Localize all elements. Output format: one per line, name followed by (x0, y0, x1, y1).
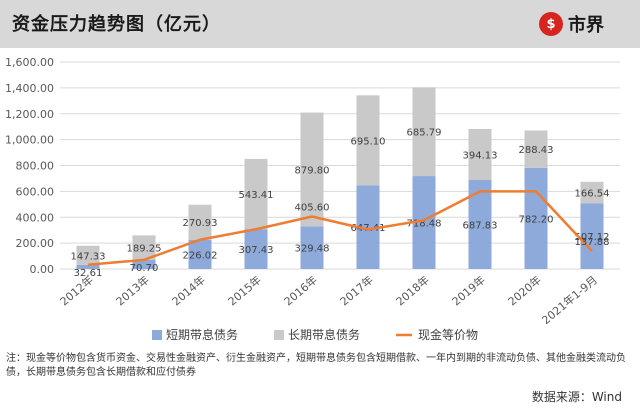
x-tick-label: 2021年1-9月 (539, 273, 600, 327)
legend-label: 现金等价物 (418, 327, 478, 342)
line-cash-equivalents (87, 190, 593, 267)
bar-long-term-debt (76, 245, 100, 265)
bar-short-value-label: 32.61 (74, 268, 103, 279)
bar-long-value-label: 270.93 (183, 218, 218, 229)
bar-short-term-debt (244, 229, 268, 269)
y-tick-label: 1,000.00 (5, 134, 54, 147)
logo-mark-icon: $ (539, 12, 563, 36)
bar-short-value-label: 782.20 (519, 214, 554, 225)
footnote: 注：现金等价物包含货币资金、交易性金融资产、衍生金融资产，短期带息债务包含短期借… (6, 353, 626, 378)
bar-short-value-label: 687.83 (463, 221, 498, 232)
x-tick-label: 2015年 (225, 273, 264, 309)
bar-long-value-label: 879.80 (295, 165, 330, 176)
x-tick-label: 2019年 (449, 273, 488, 309)
bar-short-value-label: 329.48 (295, 244, 330, 255)
x-tick-label: 2020年 (505, 273, 544, 309)
bar-long-term-debt (468, 129, 492, 181)
x-tick-label: 2017年 (337, 273, 376, 309)
x-tick-label: 2016年 (281, 273, 320, 309)
bar-long-value-label: 394.13 (463, 151, 498, 162)
bar-short-term-debt (356, 185, 380, 269)
y-tick-label: 600.00 (16, 185, 55, 198)
x-tick-label: 2018年 (393, 273, 432, 309)
chart-title: 资金压力趋势图（亿元） (12, 14, 221, 35)
y-tick-label: 0.00 (30, 263, 55, 276)
legend-swatch (152, 330, 162, 340)
bar-short-term-debt (524, 167, 548, 269)
line-value-label: 405.60 (295, 203, 330, 214)
bar-short-term-debt (188, 239, 212, 269)
bar-long-term-debt (132, 235, 156, 260)
bar-short-term-debt (412, 176, 436, 269)
bar-long-term-debt (580, 181, 604, 204)
bar-long-term-debt (244, 158, 268, 230)
bar-short-term-debt (300, 226, 324, 269)
y-tick-label: 1,200.00 (5, 108, 54, 121)
bar-short-value-label: 307.43 (239, 245, 274, 256)
bar-short-term-debt (132, 259, 156, 269)
x-tick-label: 2013年 (113, 273, 152, 309)
y-tick-label: 200.00 (16, 237, 55, 250)
legend-label: 长期带息债务 (288, 327, 360, 342)
y-tick-label: 1,400.00 (5, 82, 54, 95)
line-value-label: 137.88 (575, 237, 610, 248)
bar-short-value-label: 718.48 (407, 219, 442, 230)
legend-swatch (274, 330, 284, 340)
bar-short-term-debt (76, 264, 100, 269)
bar-long-term-debt (412, 87, 436, 177)
header-bar: 资金压力趋势图（亿元） $ 市界 (0, 0, 640, 48)
y-tick-label: 800.00 (16, 160, 55, 173)
bar-long-term-debt (300, 112, 324, 227)
logo-text: 市界 (568, 15, 604, 36)
bar-short-value-label: 507.12 (575, 232, 610, 243)
bar-short-value-label: 70.70 (130, 263, 159, 274)
bar-long-value-label: 166.54 (575, 189, 610, 200)
chart-area: 0.00 200.00 400.00 600.00 800.00 1,000.00 1,20… (0, 48, 640, 351)
x-tick-label: 2014年 (169, 273, 208, 309)
chart-svg: 0.00 200.00 400.00 600.00 800.00 1,000.00 1,20… (5, 56, 620, 342)
bar-long-value-label: 685.79 (407, 128, 442, 139)
bar-short-term-debt (580, 203, 604, 269)
brand-logo: $ 市界 (539, 11, 604, 37)
bar-long-value-label: 147.33 (71, 251, 106, 262)
bar-long-value-label: 288.43 (519, 145, 554, 156)
legend-label: 短期带息债务 (166, 327, 238, 342)
bar-long-value-label: 189.25 (127, 244, 162, 255)
bar-short-term-debt (468, 180, 492, 269)
bar-long-value-label: 543.41 (239, 190, 274, 201)
bar-long-term-debt (356, 95, 380, 186)
y-tick-label: 400.00 (16, 211, 55, 224)
bar-long-term-debt (188, 204, 212, 240)
bar-long-value-label: 695.10 (351, 136, 386, 147)
y-tick-label: 1,600.00 (5, 56, 54, 69)
data-source: 数据来源：Wind (531, 390, 622, 404)
bar-long-term-debt (524, 130, 548, 168)
bar-short-value-label: 226.02 (183, 250, 218, 261)
